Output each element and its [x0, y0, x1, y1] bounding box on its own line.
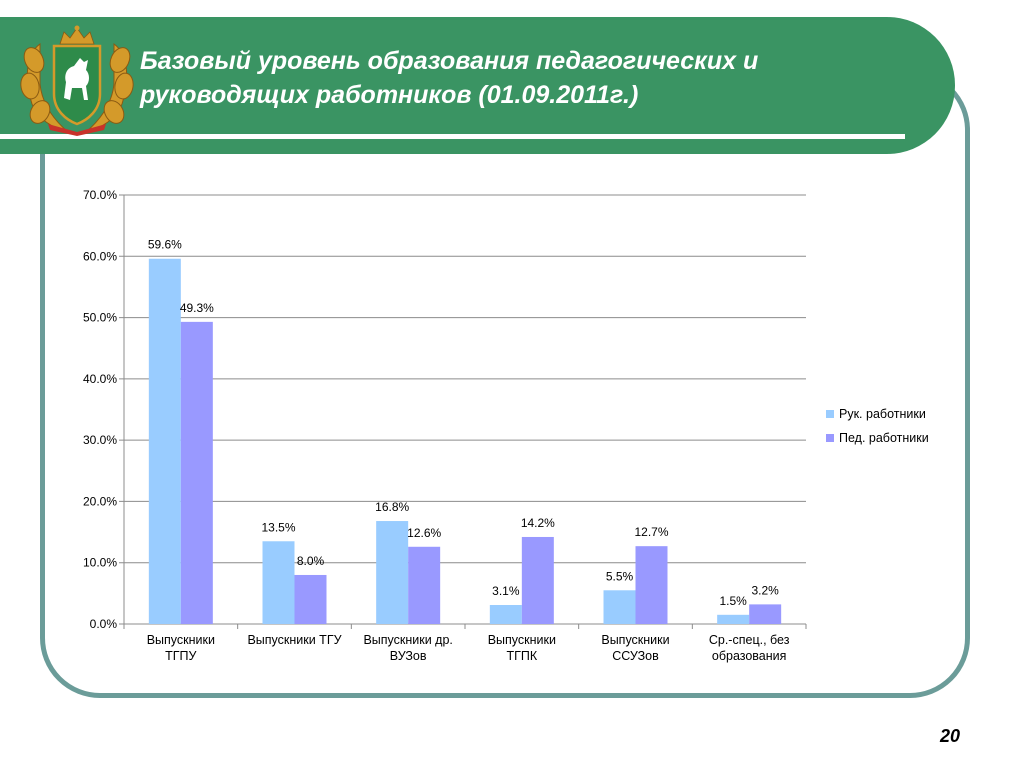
bar — [635, 546, 668, 624]
banner-underline — [0, 134, 905, 139]
data-label: 3.1% — [492, 584, 520, 598]
axes: 0.0% 10.0% 20.0% 30.0% 40.0% 50.0% 60.0% 70.0% В… — [83, 188, 807, 663]
y-tick-label: 10.0% — [83, 556, 117, 570]
slide-title: Базовый уровень образования педагогическ… — [140, 47, 759, 109]
data-label: 8.0% — [297, 554, 325, 568]
data-label: 14.2% — [521, 516, 555, 530]
y-tick-label: 40.0% — [83, 372, 117, 386]
bar — [180, 321, 213, 624]
data-label: 5.5% — [606, 569, 634, 583]
legend-swatch — [826, 434, 834, 442]
legend-label: Рук. работники — [839, 407, 926, 421]
bars — [148, 258, 782, 624]
x-category-label: Выпускники др. — [363, 633, 452, 647]
data-label: 13.5% — [261, 520, 295, 534]
y-tick-label: 60.0% — [83, 249, 117, 263]
bar — [294, 574, 327, 624]
page-number: 20 — [939, 726, 961, 746]
x-category-label: образования — [712, 649, 787, 663]
legend: Рук. работники Пед. работники — [826, 407, 929, 445]
bar — [489, 605, 522, 624]
bar — [408, 546, 441, 624]
y-tick-label: 30.0% — [83, 433, 117, 447]
data-label: 16.8% — [375, 500, 409, 514]
bar — [148, 258, 181, 624]
legend-swatch — [826, 410, 834, 418]
x-category-label: Выпускники ТГУ — [247, 633, 341, 647]
y-tick-label: 0.0% — [90, 617, 118, 631]
data-label: 12.7% — [634, 525, 668, 539]
bar — [262, 541, 295, 624]
data-label: 49.3% — [180, 301, 214, 315]
data-label: 59.6% — [148, 238, 182, 252]
x-category-label: ВУЗов — [390, 649, 427, 663]
x-category-label: Выпускники — [601, 633, 669, 647]
y-tick-label: 20.0% — [83, 494, 117, 508]
y-tick-label: 50.0% — [83, 311, 117, 325]
x-category-label: Ср.-спец., без — [709, 633, 790, 647]
x-category-label: ССУЗов — [612, 649, 659, 663]
x-category-label: ТГПК — [506, 649, 537, 663]
title-banner — [0, 17, 955, 154]
x-category-label: Выпускники — [488, 633, 556, 647]
legend-label: Пед. работники — [839, 431, 929, 445]
bar — [521, 536, 554, 624]
x-category-label: Выпускники — [147, 633, 215, 647]
bar — [603, 590, 636, 624]
y-tick-label: 70.0% — [83, 188, 117, 202]
data-labels: 59.6% 49.3% 13.5% 8.0% 16.8% 12.6% 3.1% 14.2% 5.… — [148, 238, 779, 608]
data-label: 1.5% — [719, 594, 747, 608]
x-category-label: ТГПУ — [165, 649, 196, 663]
bar — [717, 614, 750, 624]
coat-of-arms-icon — [20, 25, 134, 136]
bar — [749, 604, 782, 624]
data-label: 3.2% — [751, 583, 779, 597]
grid-lines — [119, 194, 806, 625]
bar — [376, 521, 409, 624]
data-label: 12.6% — [407, 526, 441, 540]
